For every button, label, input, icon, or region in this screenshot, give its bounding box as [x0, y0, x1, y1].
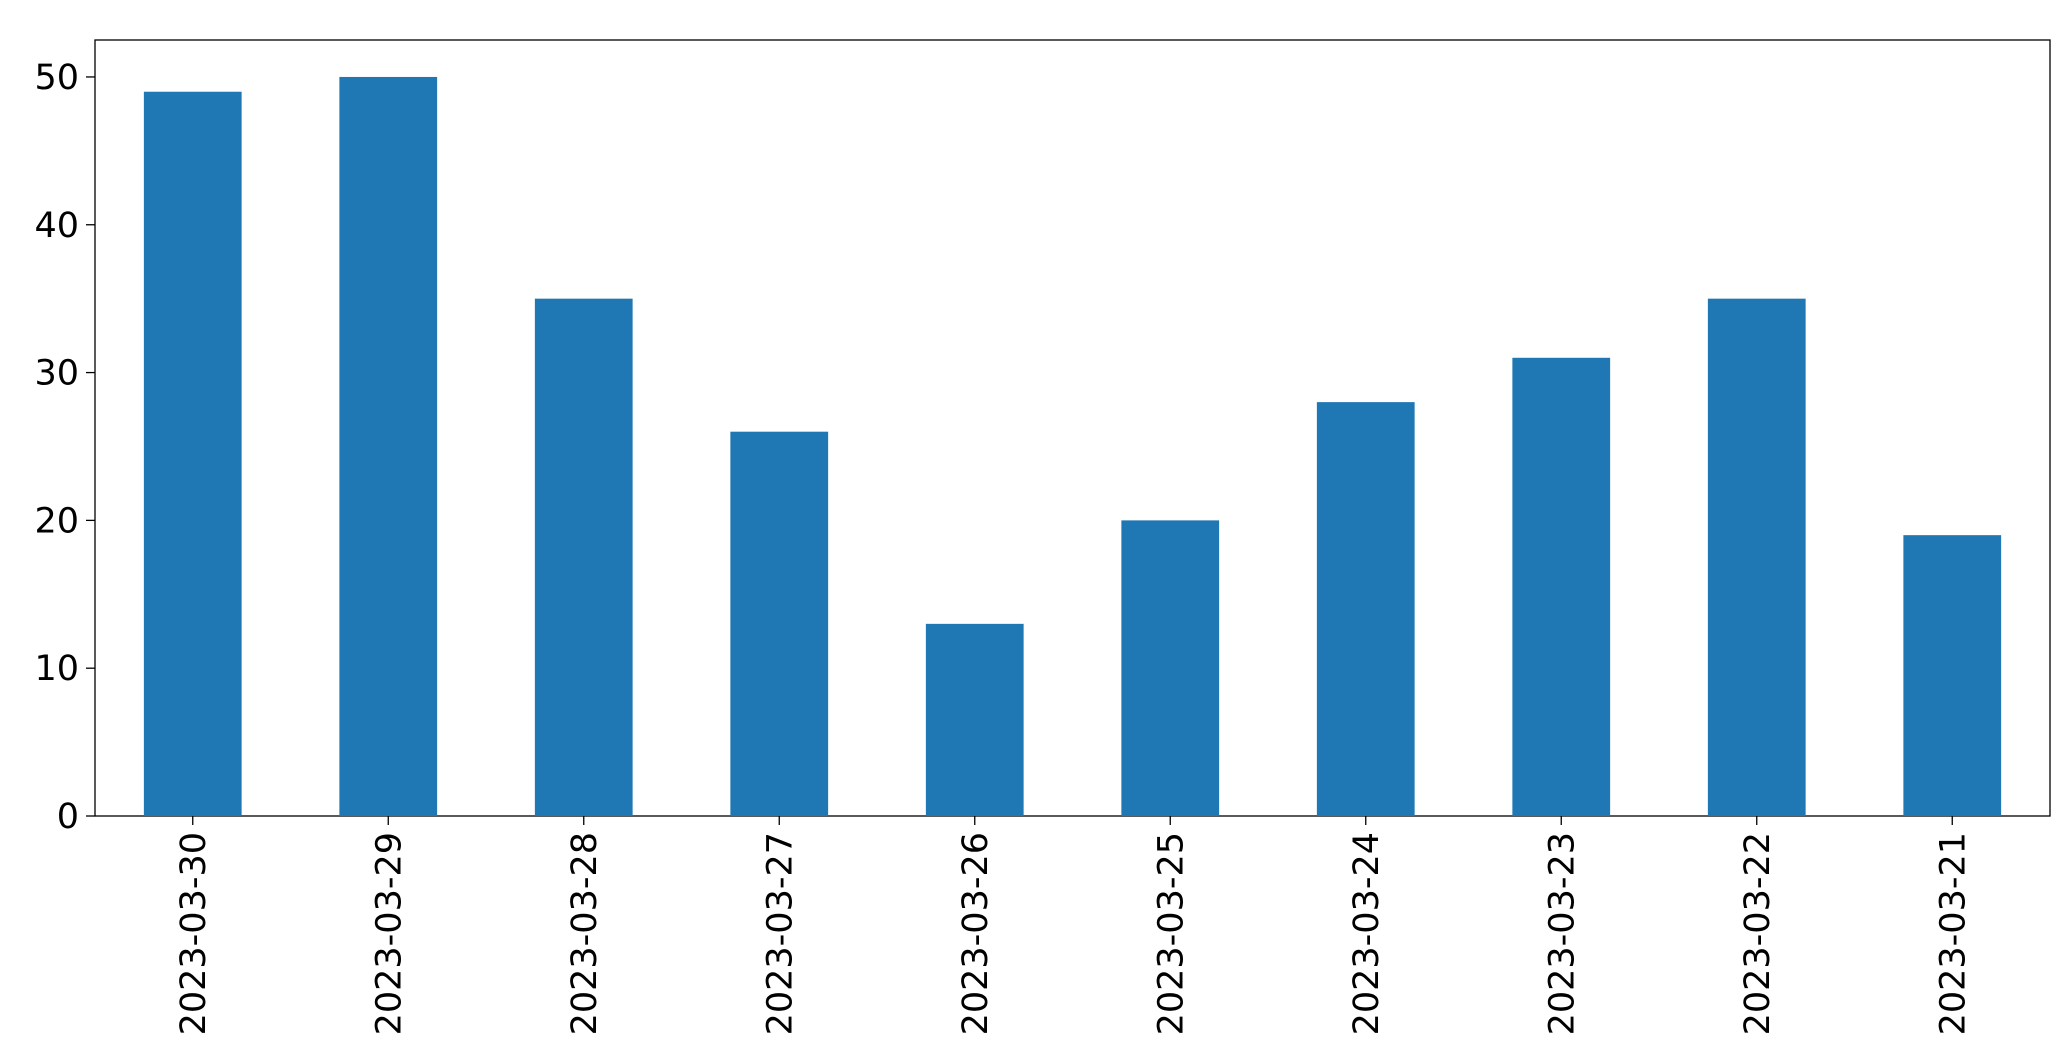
bar — [1512, 357, 1611, 816]
y-tick-label: 40 — [34, 206, 79, 246]
bar — [730, 431, 829, 816]
x-tick-label: 2023-03-24 — [1347, 832, 1387, 1035]
x-tick-label: 2023-03-29 — [369, 832, 409, 1035]
bar — [339, 76, 438, 816]
y-tick-label: 0 — [57, 797, 79, 837]
bar — [1316, 402, 1415, 816]
y-tick-label: 20 — [34, 501, 79, 541]
y-tick-label: 10 — [34, 649, 79, 689]
x-tick-label: 2023-03-22 — [1738, 832, 1778, 1035]
y-tick-label: 50 — [34, 58, 79, 98]
x-tick-label: 2023-03-30 — [174, 832, 214, 1035]
x-tick-label: 2023-03-27 — [760, 832, 800, 1035]
x-tick-label: 2023-03-25 — [1151, 832, 1191, 1035]
x-tick-label: 2023-03-28 — [565, 832, 605, 1035]
x-tick-label: 2023-03-26 — [956, 832, 996, 1035]
bar — [1707, 298, 1806, 817]
bar — [1903, 535, 2002, 816]
plot-frame — [94, 39, 2051, 817]
bar — [925, 623, 1024, 816]
bar — [534, 298, 633, 817]
x-tick-label: 2023-03-23 — [1542, 832, 1582, 1035]
bar — [143, 91, 242, 816]
x-tick-label: 2023-03-21 — [1933, 832, 1973, 1035]
bar — [1121, 520, 1220, 816]
y-tick-label: 30 — [34, 354, 79, 394]
